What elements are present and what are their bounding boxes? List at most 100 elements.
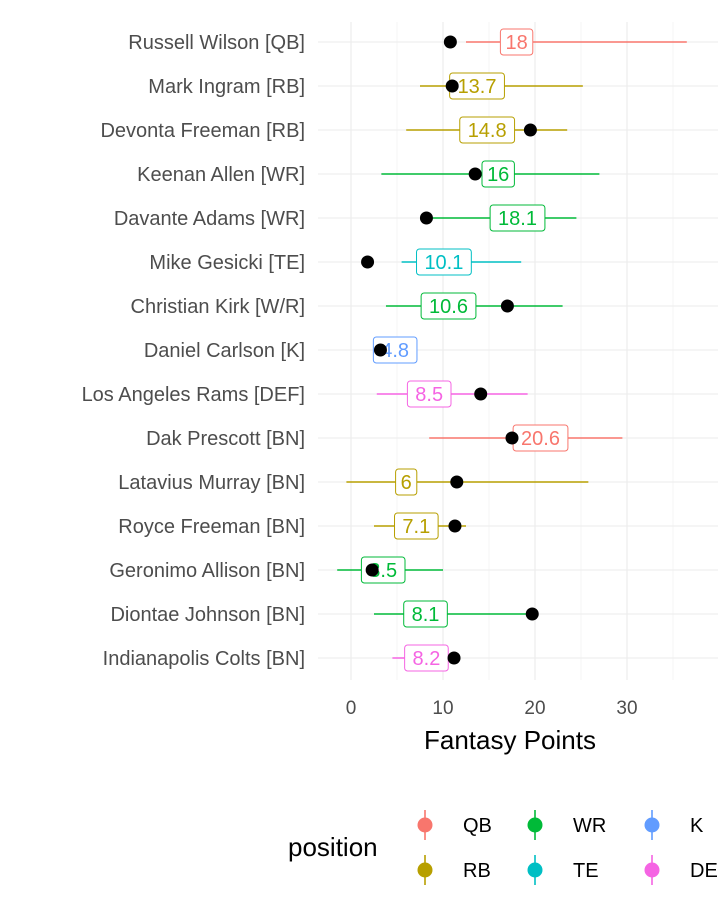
actual-point xyxy=(500,299,514,313)
player-label: Mark Ingram [RB] xyxy=(148,76,305,98)
projection-label: 4.8 xyxy=(381,340,409,362)
projection-label: 14.8 xyxy=(468,120,507,142)
player-row: 4.8 xyxy=(372,336,418,364)
x-tick-label: 30 xyxy=(616,698,637,719)
player-row: 3.5 xyxy=(337,556,443,584)
player-row: 7.1 xyxy=(374,512,466,540)
player-label: Daniel Carlson [K] xyxy=(144,340,305,362)
legend-key-point xyxy=(644,862,660,878)
actual-point xyxy=(450,475,464,489)
x-tick-label: 20 xyxy=(524,698,545,719)
actual-point xyxy=(365,563,379,577)
legend-key-point xyxy=(527,862,543,878)
projection-label: 6 xyxy=(401,472,412,494)
player-label: Royce Freeman [BN] xyxy=(118,516,305,538)
player-label: Indianapolis Colts [BN] xyxy=(103,648,305,670)
projection-label: 8.5 xyxy=(415,384,443,406)
projection-label: 10.1 xyxy=(424,252,463,274)
projection-label-box xyxy=(360,556,406,584)
projection-label: 18.1 xyxy=(498,208,537,230)
x-axis-title: Fantasy Points xyxy=(424,725,596,755)
player-label: Latavius Murray [BN] xyxy=(118,472,305,494)
player-row: 16 xyxy=(381,160,600,188)
data-marks: 18 13.7 14.8 16 18.1 10.1 10.6 4.8 8.5 20.6 6 7.1 3.… xyxy=(337,28,687,672)
projection-label: 10.6 xyxy=(429,296,468,318)
projection-label-box xyxy=(403,600,448,628)
legend-item: WR xyxy=(527,810,606,840)
x-axis-ticks: 0 10 20 30 xyxy=(346,698,638,719)
player-row: 14.8 xyxy=(406,116,568,144)
actual-point xyxy=(419,211,433,225)
projection-label: 7.1 xyxy=(402,516,430,538)
player-label: Davante Adams [WR] xyxy=(114,208,305,230)
legend-label: RB xyxy=(463,860,491,882)
actual-point xyxy=(445,79,459,93)
legend-label: TE xyxy=(573,860,599,882)
projection-label: 18 xyxy=(505,32,527,54)
player-row: 20.6 xyxy=(429,424,623,452)
projection-label-box xyxy=(420,292,477,320)
player-label: Dak Prescott [BN] xyxy=(146,428,305,450)
actual-point xyxy=(474,387,488,401)
legend-item: RB xyxy=(417,855,491,885)
legend: position QB WR K RB TE DE xyxy=(288,810,718,885)
legend-label: K xyxy=(690,815,704,837)
projection-label-box xyxy=(416,248,472,276)
projection-label: 20.6 xyxy=(521,428,560,450)
legend-key-point xyxy=(527,817,543,833)
player-row: 18 xyxy=(443,28,687,56)
actual-point xyxy=(523,123,537,137)
projection-label: 8.1 xyxy=(412,604,440,626)
player-label: Russell Wilson [QB] xyxy=(128,32,305,54)
projection-label-box xyxy=(499,28,534,56)
legend-label: WR xyxy=(573,815,606,837)
x-tick-label: 0 xyxy=(346,698,357,719)
player-row: 18.1 xyxy=(419,204,577,232)
player-label: Keenan Allen [WR] xyxy=(137,164,305,186)
player-label: Geronimo Allison [BN] xyxy=(109,560,305,582)
legend-key-point xyxy=(417,862,433,878)
actual-point xyxy=(525,607,539,621)
projection-label: 8.2 xyxy=(413,648,441,670)
player-row: 8.5 xyxy=(376,380,528,408)
actual-point xyxy=(505,431,519,445)
legend-key-point xyxy=(644,817,660,833)
projection-label-box xyxy=(372,336,418,364)
legend-item: DE xyxy=(644,855,718,885)
actual-point xyxy=(373,343,387,357)
player-row: 8.2 xyxy=(392,644,461,672)
actual-point xyxy=(443,35,457,49)
actual-point xyxy=(448,519,462,533)
player-row: 8.1 xyxy=(374,600,539,628)
legend-label: QB xyxy=(463,815,492,837)
legend-label: DE xyxy=(690,860,718,882)
legend-item: TE xyxy=(527,855,599,885)
projection-label: 16 xyxy=(487,164,509,186)
player-label: Diontae Johnson [BN] xyxy=(110,604,305,626)
projection-label-box xyxy=(459,116,516,144)
actual-point xyxy=(447,651,461,665)
player-row: 13.7 xyxy=(420,72,583,100)
projection-label: 13.7 xyxy=(458,76,497,98)
player-row: 10.1 xyxy=(361,248,522,276)
x-tick-label: 10 xyxy=(432,698,453,719)
projection-label-box xyxy=(406,380,452,408)
projection-label-box xyxy=(489,204,546,232)
projection-label-box xyxy=(394,512,439,540)
projection-label-box xyxy=(481,160,515,188)
actual-point xyxy=(468,167,482,181)
player-label: Devonta Freeman [RB] xyxy=(100,120,305,142)
player-label: Los Angeles Rams [DEF] xyxy=(82,384,305,406)
player-label: Mike Gesicki [TE] xyxy=(149,252,305,274)
legend-title: position xyxy=(288,832,378,862)
actual-point xyxy=(361,255,375,269)
player-label: Christian Kirk [W/R] xyxy=(131,296,305,318)
legend-item: K xyxy=(644,810,704,840)
player-row: 10.6 xyxy=(385,292,563,320)
player-labels: Russell Wilson [QB] Mark Ingram [RB] Devon… xyxy=(82,32,305,670)
legend-key-point xyxy=(417,817,433,833)
player-row: 6 xyxy=(346,468,589,496)
projection-label-box xyxy=(395,468,418,496)
legend-item: QB xyxy=(417,810,492,840)
